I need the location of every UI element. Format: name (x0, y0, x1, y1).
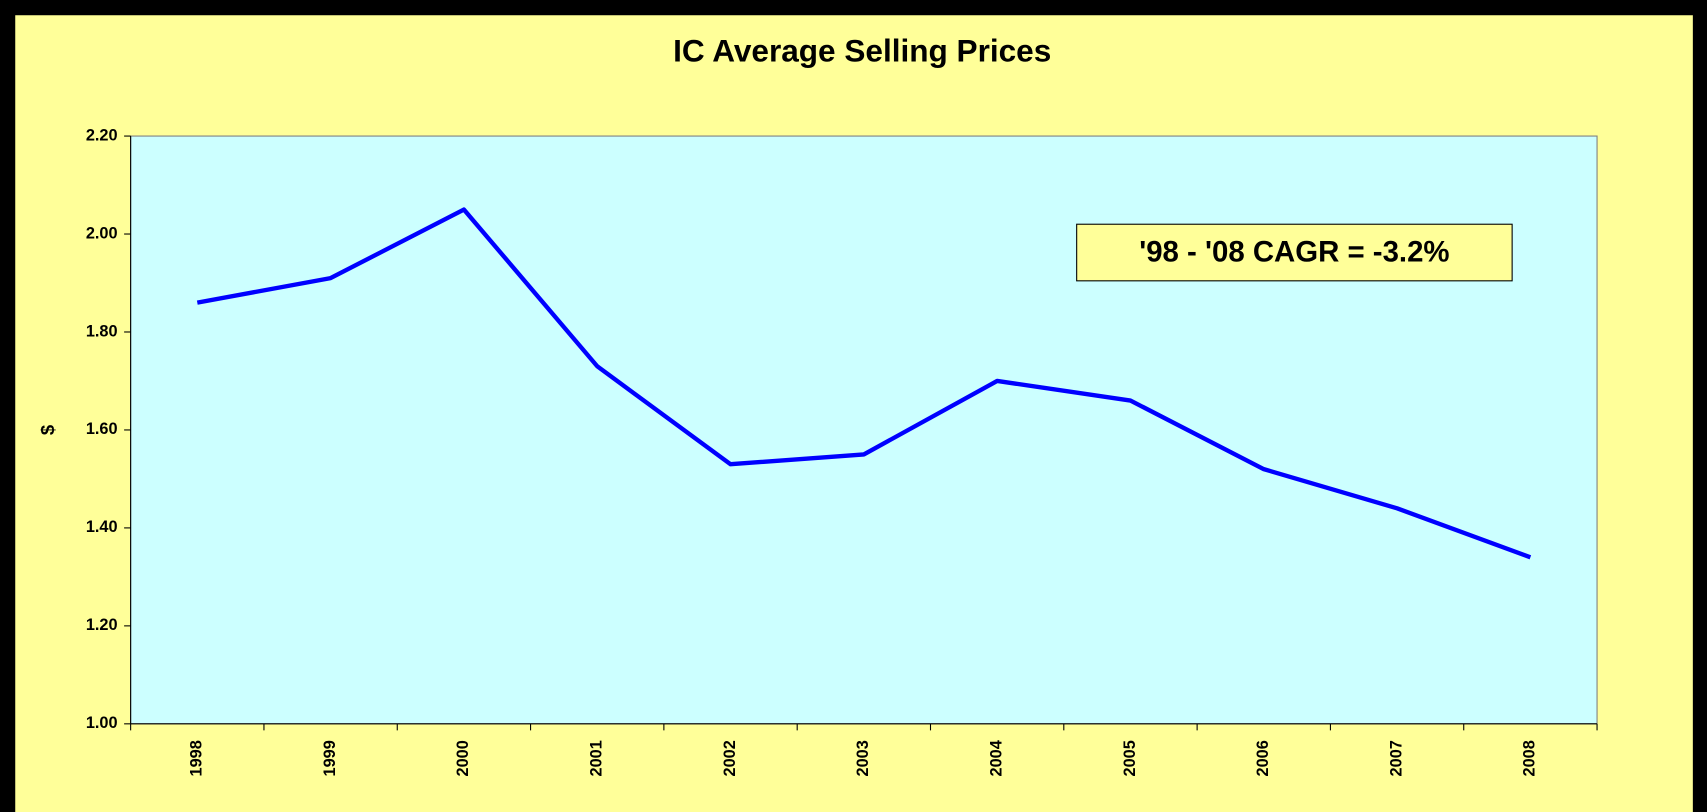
x-tick-label: 2000 (454, 740, 472, 776)
x-tick-label: 2006 (1254, 740, 1272, 776)
y-axis-label: $ (37, 424, 58, 435)
x-tick-label: 2004 (987, 740, 1005, 776)
x-tick-label: 2002 (721, 740, 739, 776)
y-tick-label: 1.60 (86, 420, 118, 438)
y-tick-label: 2.20 (86, 126, 118, 144)
x-tick-label: 1998 (188, 740, 206, 776)
y-tick-label: 1.20 (86, 616, 118, 634)
x-tick-label: 2003 (854, 740, 872, 776)
annotation-box (1076, 223, 1513, 282)
y-tick-label: 1.80 (86, 322, 118, 340)
x-tick-label: 2005 (1121, 740, 1139, 776)
x-tick-label: 2001 (588, 740, 606, 776)
y-tick-label: 2.00 (86, 224, 118, 242)
y-tick-label: 1.40 (86, 518, 118, 536)
x-tick-label: 2008 (1521, 740, 1539, 776)
x-tick-label: 1999 (321, 740, 339, 776)
annotation: '98 - '08 CAGR = -3.2% (1139, 235, 1449, 268)
line-series (196, 207, 1532, 560)
y-tick-label: 1.00 (86, 714, 118, 732)
x-tick-label: 2007 (1387, 740, 1405, 776)
chart-title: IC Average Selling Prices (673, 33, 1051, 69)
